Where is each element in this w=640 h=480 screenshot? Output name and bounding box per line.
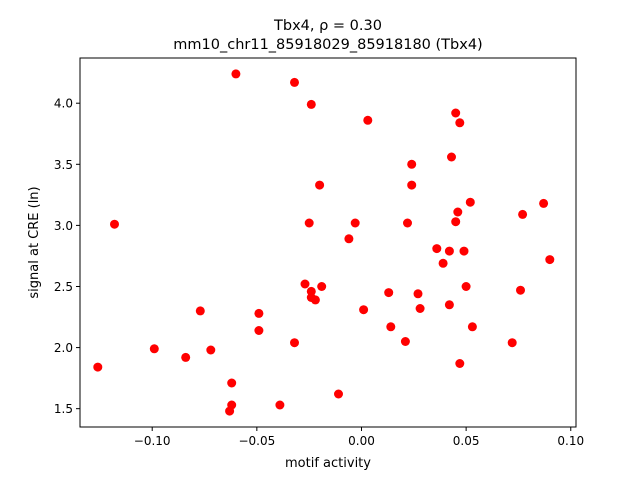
data-point-29 xyxy=(310,295,320,305)
data-point-18 xyxy=(403,218,412,228)
data-point-23 xyxy=(438,258,448,268)
y-tick-label-3: 3.0 xyxy=(54,219,73,233)
y-axis-ticks: 1.5 2.0 2.5 3.0 3.5 4.0 xyxy=(54,97,80,416)
data-point-31 xyxy=(413,289,423,299)
data-point-11 xyxy=(539,198,549,208)
data-point-39 xyxy=(386,322,396,332)
data-point-43 xyxy=(400,337,410,346)
data-point-48 xyxy=(455,359,465,368)
data-point-35 xyxy=(415,304,425,313)
data-point-45 xyxy=(149,344,159,354)
data-point-22 xyxy=(459,246,469,256)
data-point-25 xyxy=(300,279,310,289)
data-point-13 xyxy=(453,207,463,217)
x-tick-label-0: −0.10 xyxy=(134,434,171,448)
data-point-15 xyxy=(110,219,119,229)
data-point-17 xyxy=(350,218,360,228)
data-point-12 xyxy=(518,209,528,219)
x-axis-label: motif activity xyxy=(285,456,371,471)
data-point-38 xyxy=(254,308,264,318)
y-tick-label-1: 2.0 xyxy=(54,341,73,355)
data-point-41 xyxy=(254,326,264,335)
data-point-24 xyxy=(545,255,555,265)
x-tick-label-2: 0.00 xyxy=(348,434,375,448)
y-tick-label-4: 3.5 xyxy=(54,158,73,172)
data-point-7 xyxy=(407,159,417,169)
data-point-51 xyxy=(334,389,343,399)
data-point-4 xyxy=(451,108,461,118)
chart-title-line-2: mm10_chr11_85918029_85918180 (Tbx4) xyxy=(173,37,482,53)
data-point-6 xyxy=(447,152,456,162)
data-point-0 xyxy=(231,69,241,79)
data-point-40 xyxy=(467,322,477,332)
data-point-1 xyxy=(290,77,299,87)
y-axis-label: signal at CRE (ln) xyxy=(27,186,42,298)
data-point-47 xyxy=(181,352,191,362)
data-point-21 xyxy=(444,246,454,256)
data-point-30 xyxy=(384,288,394,298)
data-point-42 xyxy=(290,338,299,348)
x-axis-ticks: −0.10 −0.05 0.00 0.05 0.10 xyxy=(134,427,584,448)
data-point-3 xyxy=(363,115,373,125)
data-point-2 xyxy=(306,99,316,109)
data-points xyxy=(93,69,555,416)
data-point-5 xyxy=(455,118,465,128)
data-point-49 xyxy=(93,362,103,372)
data-point-33 xyxy=(516,285,525,295)
data-point-14 xyxy=(451,217,461,227)
data-point-19 xyxy=(344,234,354,244)
data-point-8 xyxy=(407,180,417,190)
data-point-32 xyxy=(461,282,471,291)
data-point-27 xyxy=(317,282,327,291)
data-point-44 xyxy=(507,338,517,348)
data-point-50 xyxy=(227,378,237,388)
chart-title-line-1: Tbx4, ρ = 0.30 xyxy=(273,18,382,34)
y-tick-label-0: 1.5 xyxy=(54,402,73,416)
data-point-54 xyxy=(225,406,235,416)
data-point-10 xyxy=(465,197,475,207)
data-point-20 xyxy=(432,244,442,254)
data-point-46 xyxy=(206,345,216,355)
data-point-36 xyxy=(359,305,369,315)
data-point-53 xyxy=(275,400,285,410)
data-point-34 xyxy=(444,300,454,310)
y-tick-label-2: 2.5 xyxy=(54,280,73,294)
data-point-16 xyxy=(304,218,314,228)
plot-area-frame xyxy=(79,57,577,428)
x-tick-label-1: −0.05 xyxy=(238,434,275,448)
data-point-9 xyxy=(315,180,325,190)
x-tick-label-3: 0.05 xyxy=(453,434,480,448)
x-tick-label-4: 0.10 xyxy=(557,434,584,448)
data-point-37 xyxy=(195,306,205,316)
y-tick-label-5: 4.0 xyxy=(54,97,73,111)
